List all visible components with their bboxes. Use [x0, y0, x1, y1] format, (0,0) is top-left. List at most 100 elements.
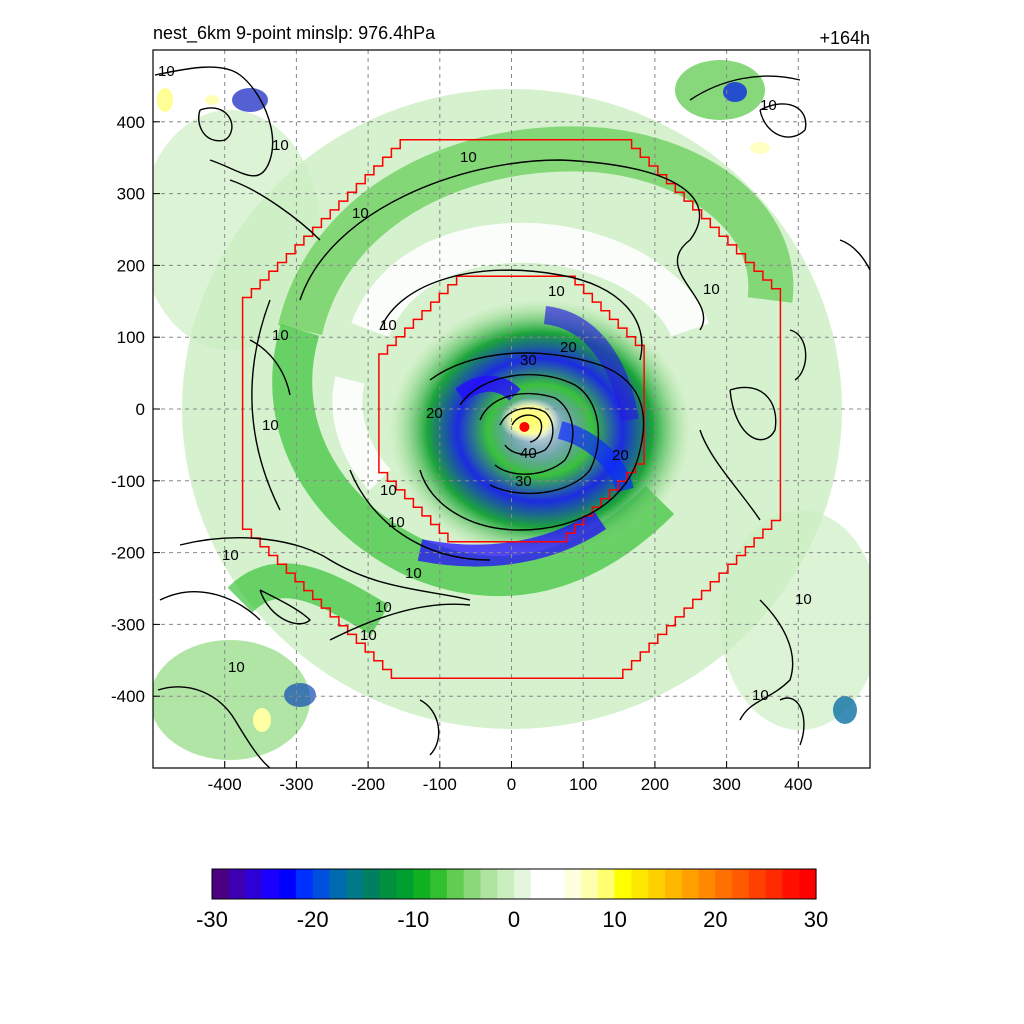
spiral-band-left	[227, 563, 390, 636]
contour-line	[789, 329, 807, 381]
contour-lines	[154, 66, 870, 768]
contour-line	[419, 352, 645, 531]
contour-line	[839, 239, 870, 271]
contour-label: 10	[380, 482, 397, 499]
contour-line	[499, 407, 554, 456]
colorbar-tick-label: 30	[804, 907, 828, 932]
colorbar-cell	[245, 869, 263, 899]
contour-label: 20	[612, 447, 629, 464]
contour-label: 10	[262, 417, 279, 434]
field-patch	[153, 640, 310, 760]
colorbar-cell	[547, 869, 565, 899]
x-tick-label: -200	[351, 775, 385, 794]
contour-label: 10	[158, 63, 175, 80]
contour-label: 10	[360, 627, 377, 644]
field-spot	[232, 88, 268, 112]
colorbar-cell	[799, 869, 817, 899]
y-tick-label: 100	[117, 328, 145, 347]
colorbar-cell	[446, 869, 465, 899]
contour-line	[779, 697, 805, 746]
field-patch	[675, 60, 765, 120]
x-tick-label: 300	[712, 775, 740, 794]
x-tick-label: 0	[507, 775, 516, 794]
contour-label: 40	[520, 445, 537, 462]
colorbar-cell	[581, 869, 599, 899]
y-tick-label: -400	[111, 687, 145, 706]
colorbar-cell	[413, 869, 431, 899]
contour-label: 10	[548, 283, 565, 300]
outer-nest-boundary	[241, 139, 782, 680]
contour-label: 30	[520, 352, 537, 369]
colorbar-cell	[497, 869, 515, 899]
contour-line	[251, 299, 281, 511]
contour-line	[329, 603, 471, 641]
plot-area: 10 10 10 10 10 10 10 10 10 20 30 20 20 4…	[153, 50, 870, 768]
blue-band	[557, 421, 634, 493]
x-tick-label: 200	[641, 775, 669, 794]
contour-line	[349, 469, 491, 561]
contour-line	[419, 699, 440, 756]
colorbar-tick-label: -10	[397, 907, 429, 932]
colorbar-cell	[698, 869, 716, 899]
contour-line	[511, 414, 543, 443]
colorbar-frame	[211, 868, 817, 900]
contour-line	[259, 589, 311, 625]
contour-label: 20	[560, 339, 577, 356]
field-patch	[720, 510, 870, 730]
colorbar-cell	[765, 869, 784, 899]
y-tick-label: -200	[111, 544, 145, 563]
moat-region	[332, 376, 392, 491]
colorbar-cell	[648, 869, 666, 899]
contour-label: 10	[405, 565, 422, 582]
contour-line	[459, 373, 600, 495]
contour-label: 10	[228, 659, 245, 676]
contour-line	[739, 599, 794, 721]
colorbar-tick-label: 20	[703, 907, 727, 932]
field-spot	[723, 82, 747, 102]
colorbar-cell	[715, 869, 733, 899]
colorbar-cell	[212, 869, 230, 899]
field-spot	[833, 696, 857, 724]
contour-label: 10	[703, 281, 720, 298]
contour-label: 10	[222, 547, 239, 564]
contour-label: 10	[272, 137, 289, 154]
contour-line	[229, 179, 321, 241]
colorbar-cell	[396, 869, 414, 899]
contour-label: 10	[388, 514, 405, 531]
contour-label: 10	[460, 149, 477, 166]
contour-label: 10	[272, 327, 289, 344]
colorbar-cell	[514, 869, 532, 899]
contour-label: 10	[795, 591, 812, 608]
x-tick-label: -100	[423, 775, 457, 794]
contour-line	[198, 107, 233, 142]
x-tick-label: 100	[569, 775, 597, 794]
colorbar-cell	[631, 869, 649, 899]
contour-label: 10	[375, 599, 392, 616]
inner-nest-boundary	[378, 275, 645, 543]
y-tick-label: 300	[117, 185, 145, 204]
colorbar-cell	[329, 869, 347, 899]
field-spot	[750, 142, 770, 154]
contour-line	[157, 686, 271, 768]
y-tick-label: -300	[111, 615, 145, 634]
y-tick-label: 400	[117, 113, 145, 132]
y-tick-label: 200	[117, 256, 145, 275]
colorbar-cell	[597, 869, 616, 899]
colorbar-tick-label: -30	[196, 907, 228, 932]
y-tick-label: 0	[136, 400, 145, 419]
colorbar-cell	[782, 869, 800, 899]
x-axis: -400 -300 -200 -100 0 100 200 300 400	[208, 761, 812, 794]
contour-line	[299, 159, 705, 331]
colorbar-cell	[346, 869, 364, 899]
blue-band	[417, 510, 607, 567]
colorbar-cell	[430, 869, 448, 899]
colorbar-cell	[312, 869, 331, 899]
contour-line	[729, 386, 777, 441]
field-patch	[153, 110, 320, 350]
colorbar-cell	[295, 869, 314, 899]
colorbar-cell	[665, 869, 683, 899]
colorbar-ticks: -30 -20 -10 0 10 20 30	[196, 907, 828, 932]
contour-line	[379, 269, 643, 361]
x-tick-label: -300	[279, 775, 313, 794]
